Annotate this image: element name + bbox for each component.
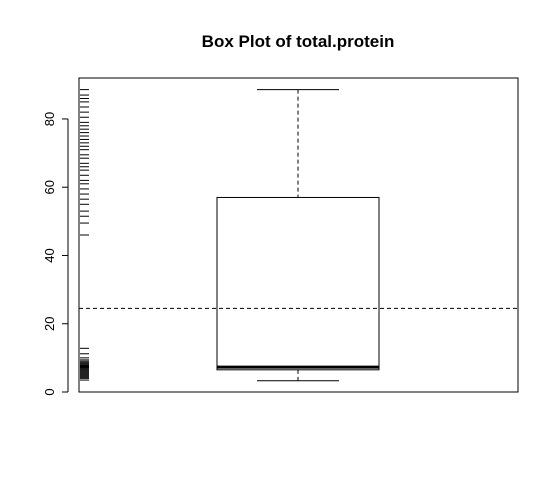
y-axis-ticks: 0 20 40 60 80 — [42, 112, 68, 396]
y-tick-label: 60 — [42, 180, 57, 194]
y-tick-label: 20 — [42, 317, 57, 331]
rug-marks — [80, 89, 89, 381]
box-plot — [216, 89, 380, 382]
box-body — [216, 196, 380, 371]
plot-frame — [78, 77, 519, 393]
y-tick-label: 40 — [42, 248, 57, 262]
y-tick-label: 80 — [42, 112, 57, 126]
y-tick-label: 0 — [42, 388, 57, 395]
chart-title: Box Plot of total.protein — [202, 32, 395, 51]
